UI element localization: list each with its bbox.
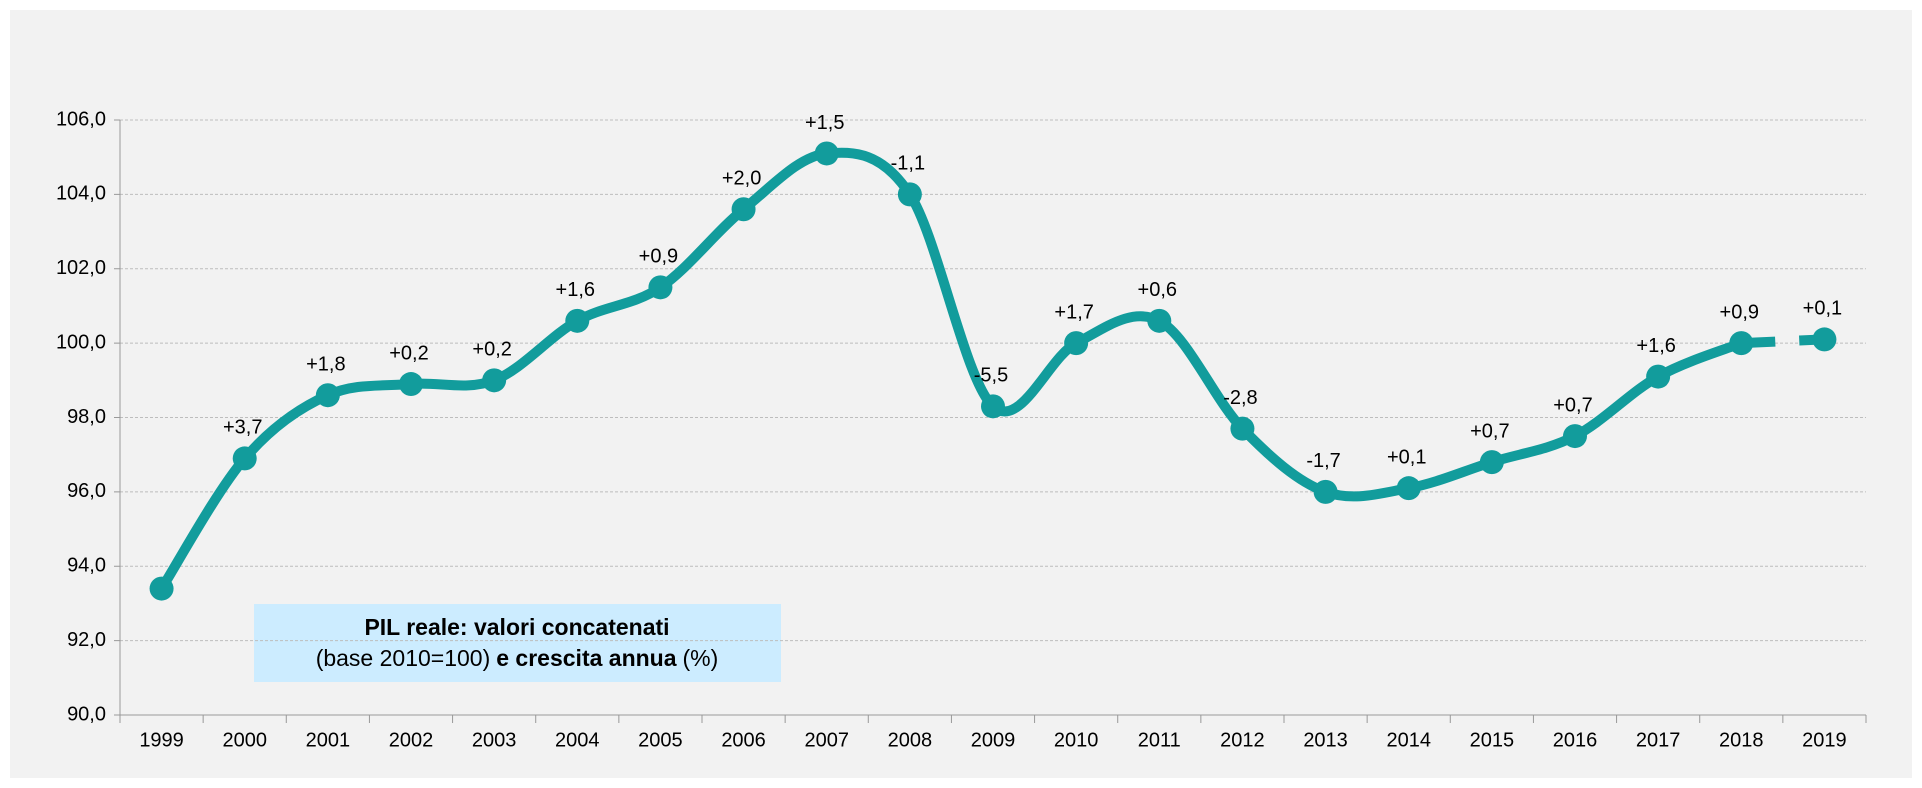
x-tick-label: 2010 <box>1054 729 1099 751</box>
caption-title: PIL reale: valori concatenati <box>364 614 669 640</box>
point <box>981 394 1005 419</box>
point <box>1479 450 1504 475</box>
y-tick-label: 102,0 <box>56 257 106 279</box>
x-tick-label: 2002 <box>389 729 434 751</box>
point <box>482 368 507 393</box>
point <box>1729 331 1754 356</box>
growth-label: +3,7 <box>223 417 262 439</box>
growth-label: +0,7 <box>1470 420 1509 442</box>
point <box>1230 416 1255 441</box>
caption-box <box>254 604 781 682</box>
growth-label: -1,7 <box>1306 450 1340 472</box>
growth-label: +0,6 <box>1138 279 1177 301</box>
x-tick-label: 2016 <box>1553 729 1598 751</box>
x-tick-label: 2005 <box>638 729 683 751</box>
point <box>731 197 756 222</box>
x-tick-label: 2019 <box>1802 729 1847 751</box>
point <box>1646 364 1671 389</box>
growth-label: +1,8 <box>306 353 345 375</box>
x-tick-label: 2006 <box>721 729 766 751</box>
x-tick-label: 2018 <box>1719 729 1764 751</box>
y-tick-label: 94,0 <box>67 555 106 577</box>
growth-label: +0,7 <box>1553 394 1592 416</box>
growth-label: +1,5 <box>805 112 844 134</box>
x-tick-label: 2015 <box>1470 729 1515 751</box>
x-tick-label: 2003 <box>472 729 517 751</box>
growth-label: +0,1 <box>1803 298 1842 320</box>
point <box>897 182 922 207</box>
point <box>1812 327 1837 352</box>
growth-label: +0,2 <box>472 339 511 361</box>
x-tick-label: 2013 <box>1303 729 1348 751</box>
growth-label: +0,9 <box>639 246 678 268</box>
x-tick-label: 2001 <box>306 729 351 751</box>
x-tick-label: 1999 <box>139 729 184 751</box>
growth-label: +0,1 <box>1387 446 1426 468</box>
x-tick-label: 2008 <box>888 729 933 751</box>
point <box>1396 476 1421 501</box>
y-tick-label: 100,0 <box>56 331 106 353</box>
y-tick-label: 96,0 <box>67 480 106 502</box>
y-tick-label: 104,0 <box>56 183 106 205</box>
point <box>149 576 174 601</box>
point <box>648 275 673 300</box>
x-tick-label: 2011 <box>1138 729 1181 751</box>
growth-label: +1,7 <box>1054 301 1093 323</box>
growth-label: +0,9 <box>1720 301 1759 323</box>
growth-label: -2,8 <box>1223 387 1257 409</box>
caption-part: e crescita annua <box>496 645 676 671</box>
growth-label: -1,1 <box>891 153 925 175</box>
growth-label: +2,0 <box>722 168 761 190</box>
series-connector <box>1741 334 1825 349</box>
x-tick-label: 2007 <box>804 729 849 751</box>
caption-subtitle: (base 2010=100) e crescita annua (%) <box>316 645 719 671</box>
caption-part: (base 2010=100) <box>316 645 491 671</box>
point <box>1147 308 1172 333</box>
growth-label: +1,6 <box>556 279 595 301</box>
y-tick-label: 92,0 <box>67 629 106 651</box>
x-tick-label: 2004 <box>555 729 600 751</box>
x-tick-label: 2017 <box>1636 729 1681 751</box>
y-tick-label: 106,0 <box>56 108 106 130</box>
point <box>315 383 340 408</box>
point <box>814 141 839 166</box>
point <box>1313 479 1338 504</box>
caption-part: (%) <box>683 645 719 671</box>
x-tick-label: 2000 <box>222 729 267 751</box>
x-tick-label: 2014 <box>1386 729 1431 751</box>
x-tick-label: 2009 <box>971 729 1016 751</box>
point <box>232 446 257 471</box>
point <box>1563 424 1587 449</box>
point <box>1064 331 1089 356</box>
y-tick-label: 98,0 <box>67 406 106 428</box>
growth-label: +0,2 <box>389 342 428 364</box>
y-tick-label: 90,0 <box>67 703 106 725</box>
x-tick-label: 2012 <box>1220 729 1265 751</box>
growth-label: +1,6 <box>1636 335 1675 357</box>
growth-label: -5,5 <box>974 365 1008 387</box>
point <box>565 308 590 333</box>
point <box>399 372 423 397</box>
